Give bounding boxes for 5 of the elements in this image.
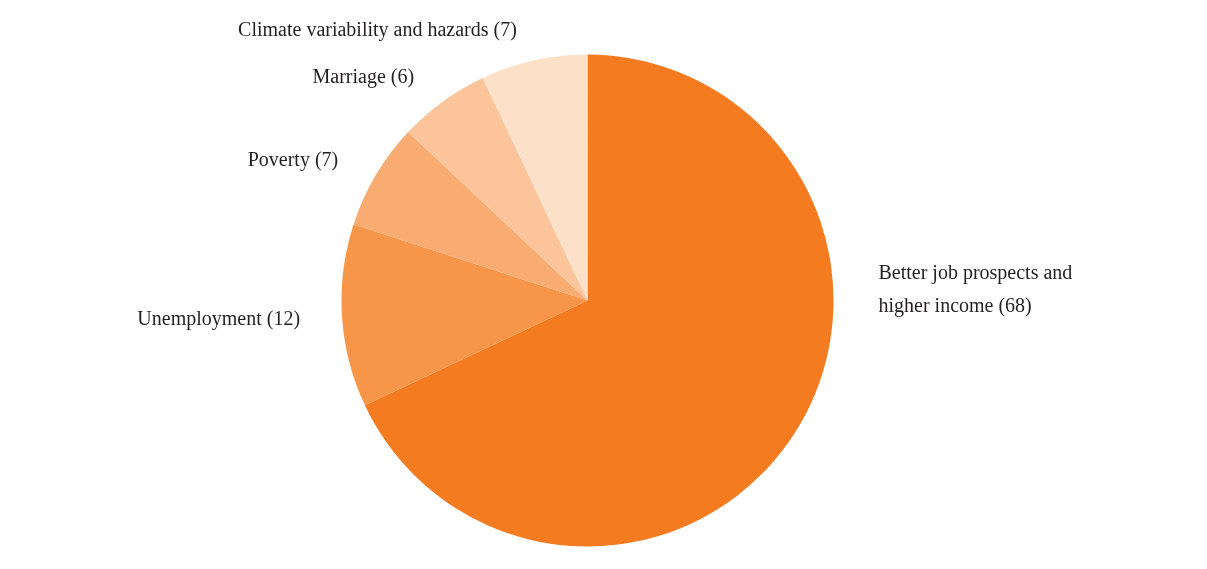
slice-label: Marriage (6) [312,64,415,88]
slice-label: Poverty (7) [247,148,339,171]
slice-label: Better job prospects and higher income (68) [878,260,1073,317]
slice-label: Unemployment (12) [137,306,301,330]
slice-label: Climate variability and hazards (7) [238,18,517,42]
